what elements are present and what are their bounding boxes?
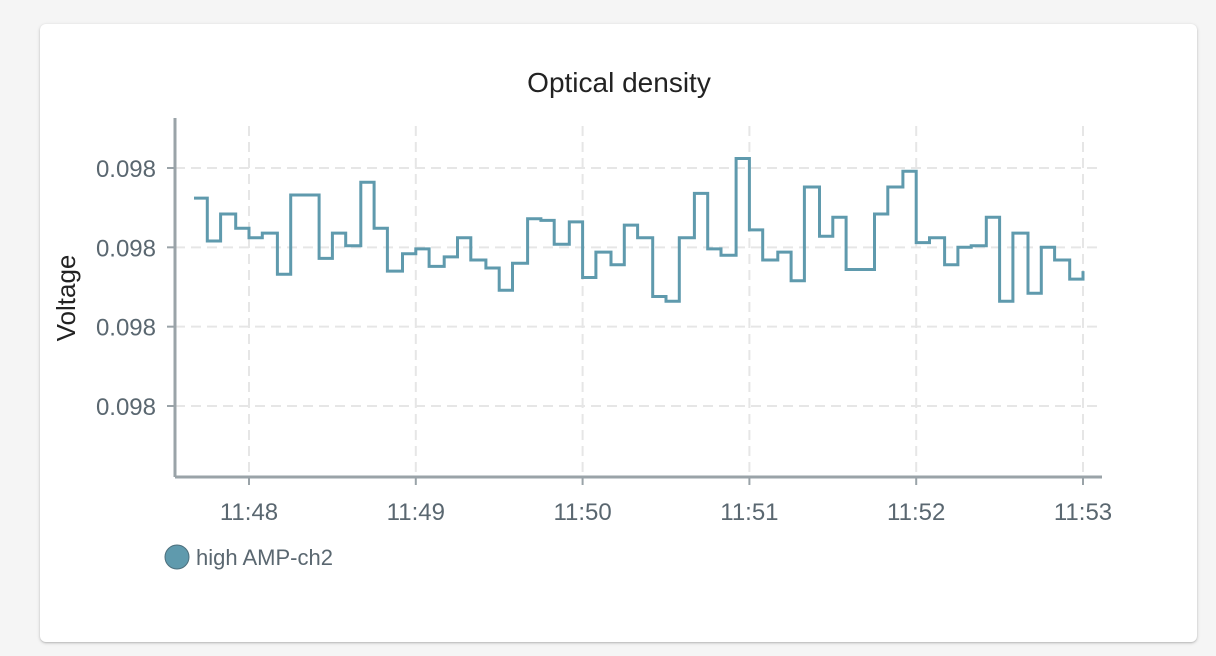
data-point bbox=[901, 169, 905, 173]
data-point bbox=[594, 250, 598, 254]
data-point bbox=[469, 258, 473, 262]
data-point bbox=[873, 212, 877, 216]
data-point bbox=[526, 217, 530, 221]
y-axis-label: Voltage bbox=[51, 255, 81, 342]
data-point bbox=[511, 261, 515, 265]
data-point bbox=[414, 247, 418, 251]
data-point bbox=[776, 250, 780, 254]
data-point bbox=[928, 236, 932, 240]
data-point bbox=[484, 266, 488, 270]
data-point bbox=[636, 236, 640, 240]
x-tick-label: 11:52 bbox=[887, 499, 945, 526]
data-point bbox=[234, 226, 238, 230]
data-point bbox=[789, 279, 793, 283]
data-point bbox=[1039, 245, 1043, 249]
data-point bbox=[219, 212, 223, 216]
x-tick-label: 11:48 bbox=[220, 499, 278, 526]
axes bbox=[173, 118, 1102, 479]
y-tick-label: 0.098 bbox=[96, 235, 156, 262]
data-point bbox=[831, 215, 835, 219]
data-point bbox=[651, 295, 655, 299]
data-point bbox=[1081, 269, 1085, 273]
data-point bbox=[317, 256, 321, 260]
data-point bbox=[1011, 231, 1015, 235]
data-point bbox=[886, 185, 890, 189]
data-point bbox=[747, 228, 751, 232]
data-point bbox=[998, 299, 1002, 303]
legend-label: high AMP-ch2 bbox=[196, 545, 333, 570]
data-point bbox=[1026, 291, 1030, 295]
data-point bbox=[677, 236, 681, 240]
legend-swatch bbox=[164, 544, 190, 570]
data-point bbox=[719, 253, 723, 257]
data-point bbox=[1053, 258, 1057, 262]
data-point bbox=[984, 215, 988, 219]
data-point bbox=[818, 234, 822, 238]
y-tick-label: 0.098 bbox=[96, 315, 156, 342]
data-point bbox=[859, 268, 863, 272]
data-point bbox=[802, 185, 806, 189]
data-point bbox=[401, 252, 405, 256]
y-tick-label: 0.098 bbox=[96, 394, 156, 421]
y-tick-label: 0.098 bbox=[96, 156, 156, 183]
data-point bbox=[622, 223, 626, 227]
data-point bbox=[442, 255, 446, 259]
data-point bbox=[260, 231, 264, 235]
legend-item[interactable]: high AMP-ch2 bbox=[164, 544, 333, 570]
data-point bbox=[734, 157, 738, 161]
data-point bbox=[692, 191, 696, 195]
data-point bbox=[609, 263, 613, 267]
data-point bbox=[247, 236, 251, 240]
legend[interactable]: high AMP-ch2 bbox=[164, 544, 333, 570]
series-line-0 bbox=[194, 157, 1085, 303]
data-point bbox=[761, 258, 765, 262]
data-point bbox=[1068, 277, 1072, 281]
data-point bbox=[552, 242, 556, 246]
data-point bbox=[344, 244, 348, 248]
data-point bbox=[581, 276, 585, 280]
data-point bbox=[385, 269, 389, 273]
data-point bbox=[844, 268, 848, 272]
data-point bbox=[289, 193, 293, 197]
x-tick-label: 11:49 bbox=[387, 499, 445, 526]
data-point bbox=[359, 180, 363, 184]
data-point bbox=[456, 236, 460, 240]
data-point bbox=[943, 263, 947, 267]
chart-card bbox=[40, 24, 1197, 642]
data-point bbox=[205, 239, 209, 243]
series-layer bbox=[192, 157, 1085, 303]
data-point bbox=[372, 226, 376, 230]
data-point bbox=[567, 220, 571, 224]
data-point bbox=[956, 245, 960, 249]
data-point bbox=[969, 244, 973, 248]
data-point bbox=[664, 299, 668, 303]
data-point bbox=[427, 264, 431, 268]
data-point bbox=[192, 196, 196, 200]
data-point bbox=[497, 288, 501, 292]
y-ticks: 0.098 0.098 0.098 0.098 bbox=[96, 156, 175, 421]
data-point bbox=[330, 231, 334, 235]
data-point bbox=[914, 241, 918, 245]
grid bbox=[175, 126, 1098, 477]
x-tick-label: 11:50 bbox=[553, 499, 611, 526]
data-point bbox=[539, 218, 543, 222]
x-tick-label: 11:53 bbox=[1054, 499, 1112, 526]
data-point bbox=[275, 272, 279, 276]
x-ticks: 11:48 11:49 11:50 11:51 11:52 11:53 bbox=[220, 477, 1112, 526]
chart-title: Optical density bbox=[527, 67, 711, 98]
x-tick-label: 11:51 bbox=[720, 499, 778, 526]
data-point bbox=[706, 247, 710, 251]
